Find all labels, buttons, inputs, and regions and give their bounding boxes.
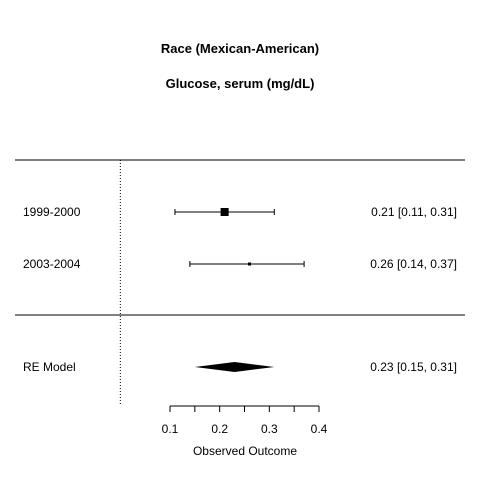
x-axis-label: Observed Outcome xyxy=(193,444,297,458)
study-label: 2003-2004 xyxy=(23,257,81,271)
summary-row: RE Model 0.23 [0.15, 0.31] xyxy=(23,360,457,374)
summary-label: RE Model xyxy=(23,360,76,374)
x-tick-label: 0.2 xyxy=(211,422,228,436)
summary-estimate-text: 0.23 [0.15, 0.31] xyxy=(370,360,457,374)
summary-diamond xyxy=(194,362,275,372)
point-estimate xyxy=(247,262,251,266)
x-tick-label: 0.1 xyxy=(162,422,179,436)
study-estimate-text: 0.21 [0.11, 0.31] xyxy=(371,205,457,219)
study-label: 1999-2000 xyxy=(23,205,81,219)
x-axis: 0.1 0.2 0.3 0.4 xyxy=(162,405,328,436)
study-row: 2003-2004 0.26 [0.14, 0.37] xyxy=(23,257,457,271)
point-estimate xyxy=(220,208,229,216)
study-row: 1999-2000 0.21 [0.11, 0.31] xyxy=(23,205,457,219)
chart-title: Race (Mexican-American) xyxy=(161,41,319,56)
x-tick-label: 0.3 xyxy=(261,422,278,436)
study-estimate-text: 0.26 [0.14, 0.37] xyxy=(370,257,457,271)
x-tick-label: 0.4 xyxy=(311,422,328,436)
chart-subtitle: Glucose, serum (mg/dL) xyxy=(166,76,315,91)
plot-marks: 1999-2000 0.21 [0.11, 0.31] 2003-2004 0.26 … xyxy=(23,205,457,374)
